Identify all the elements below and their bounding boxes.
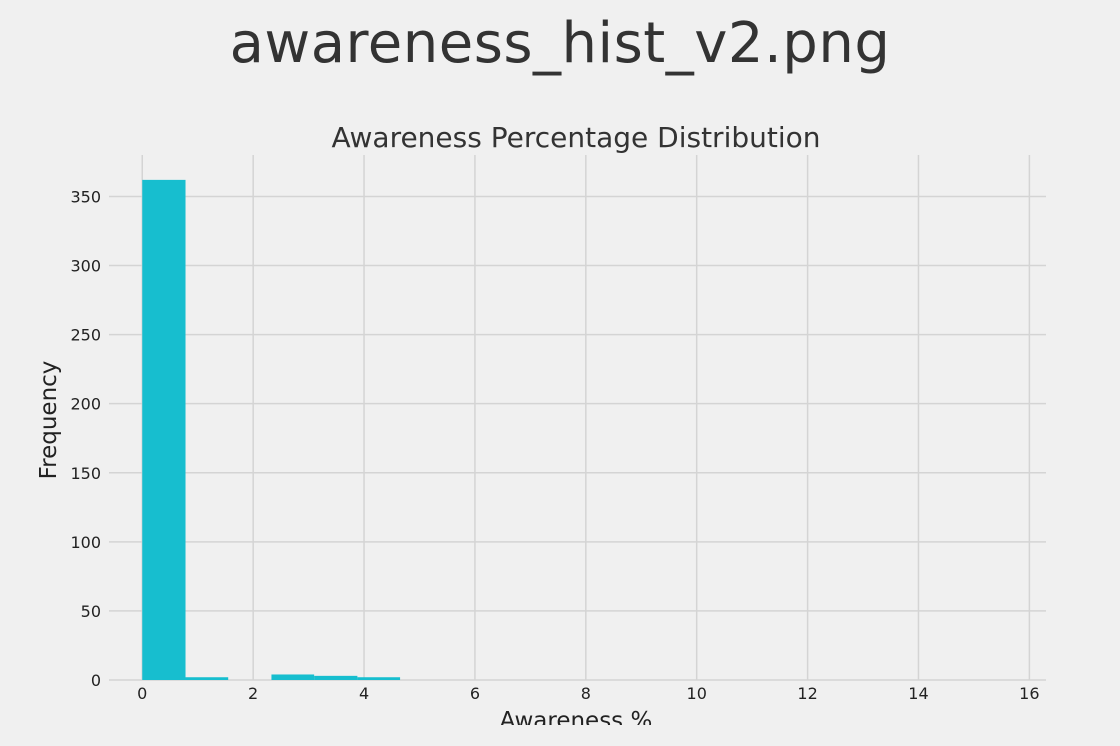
x-axis-label: Awareness % [500, 708, 653, 725]
y-tick-label: 300 [70, 257, 101, 276]
figure-file-title: awareness_hist_v2.png [229, 11, 891, 76]
chart-title: Awareness Percentage Distribution [331, 121, 820, 154]
histogram-bar [357, 677, 401, 680]
chart-svg: 0 2 4 6 8 10 12 14 16 0 50 100 150 200 250 300 350 Aware… [36, 121, 1046, 725]
histogram-bar [185, 677, 229, 680]
x-tick-label: 0 [137, 684, 147, 703]
x-tick-label: 6 [470, 684, 480, 703]
chart-figure: awareness_hist_v2.png 0 2 4 6 8 10 12 14 16 0 50 10… [36, 11, 1046, 725]
x-tick-label: 2 [248, 684, 258, 703]
y-tick-label: 350 [70, 187, 101, 206]
y-tick-label: 50 [81, 602, 101, 621]
tick-labels-layer: 0 2 4 6 8 10 12 14 16 0 50 100 150 200 250 300 350 [70, 187, 1039, 703]
x-tick-label: 8 [581, 684, 591, 703]
histogram-bar [314, 675, 358, 680]
y-tick-label: 150 [70, 464, 101, 483]
x-tick-label: 10 [687, 684, 707, 703]
y-tick-label: 200 [70, 395, 101, 414]
x-tick-label: 12 [797, 684, 817, 703]
bars-layer [142, 179, 401, 681]
y-axis-label: Frequency [36, 361, 62, 480]
y-tick-label: 100 [70, 533, 101, 552]
x-tick-label: 16 [1019, 684, 1039, 703]
grid-layer [109, 155, 1046, 681]
y-tick-label: 250 [70, 326, 101, 345]
histogram-bar [142, 179, 186, 681]
x-tick-label: 4 [359, 684, 369, 703]
histogram-bar [271, 674, 315, 680]
x-tick-label: 14 [908, 684, 928, 703]
figure-bottom-strip [0, 725, 1120, 746]
y-tick-label: 0 [91, 671, 101, 690]
